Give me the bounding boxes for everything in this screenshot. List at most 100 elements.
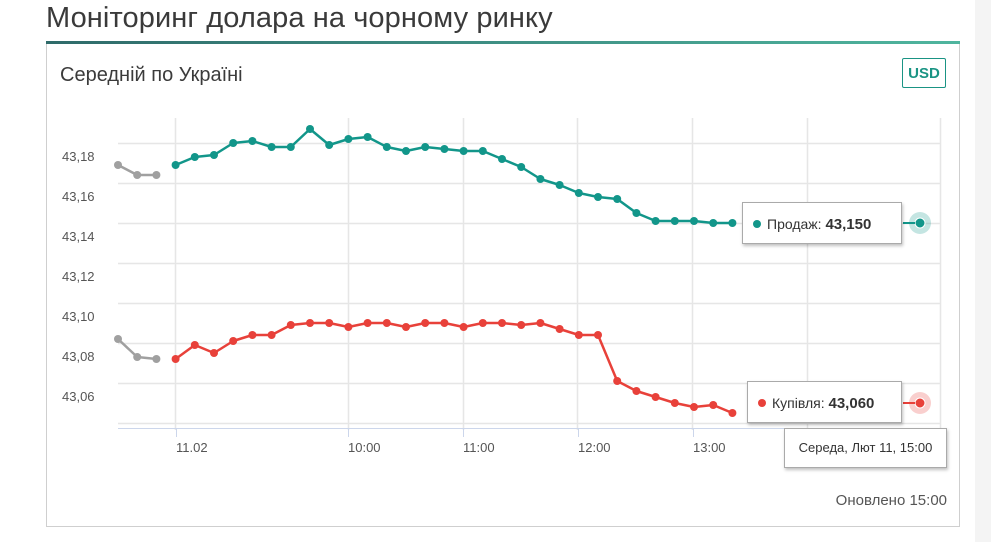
data-point[interactable] xyxy=(190,153,199,161)
y-axis-tick-label: 43,06 xyxy=(62,389,95,404)
data-point[interactable] xyxy=(728,219,737,227)
data-point[interactable] xyxy=(594,331,602,339)
data-point[interactable] xyxy=(114,335,122,343)
data-point[interactable] xyxy=(440,145,449,153)
x-axis-tick-label: 11:00 xyxy=(463,440,495,455)
data-point[interactable] xyxy=(651,393,660,401)
data-point[interactable] xyxy=(517,163,526,171)
data-point[interactable] xyxy=(190,341,199,349)
data-point[interactable] xyxy=(171,161,180,169)
data-point[interactable] xyxy=(690,217,698,225)
buy-tooltip: Купівля: 43,060 xyxy=(747,381,902,423)
data-point[interactable] xyxy=(459,147,468,155)
buy-tooltip-value: 43,060 xyxy=(828,395,875,412)
data-point[interactable] xyxy=(344,135,353,143)
y-axis-tick-label: 43,18 xyxy=(62,149,95,164)
data-point[interactable] xyxy=(152,171,161,179)
x-axis-tick-label: 11.02 xyxy=(176,440,208,455)
series-Продаж-(попередній-день)[interactable] xyxy=(114,161,161,179)
data-point[interactable] xyxy=(517,321,526,329)
data-point[interactable] xyxy=(709,219,718,227)
data-point[interactable] xyxy=(402,147,410,155)
data-point[interactable] xyxy=(171,355,180,363)
data-point[interactable] xyxy=(478,319,487,327)
series-Продаж[interactable] xyxy=(171,125,737,227)
data-point[interactable] xyxy=(690,403,698,411)
y-axis-tick-label: 43,16 xyxy=(62,189,95,204)
data-point[interactable] xyxy=(536,175,545,183)
data-point[interactable] xyxy=(152,355,161,363)
data-point[interactable] xyxy=(670,217,679,225)
buy-legend-dot-icon xyxy=(758,399,766,408)
y-axis-tick-label: 43,12 xyxy=(62,269,95,284)
data-point[interactable] xyxy=(286,143,295,151)
page-title: Моніторинг долара на чорному ринку xyxy=(46,2,553,34)
data-point[interactable] xyxy=(286,321,295,329)
data-point[interactable] xyxy=(325,141,334,149)
data-point[interactable] xyxy=(363,133,372,141)
sell-tooltip: Продаж: 43,150 xyxy=(742,202,902,244)
data-point[interactable] xyxy=(613,377,622,385)
time-tooltip: Середа, Лют 11, 15:00 xyxy=(784,428,947,468)
x-axis-tick-label: 10:00 xyxy=(348,440,381,455)
data-point[interactable] xyxy=(382,319,391,327)
y-axis-tick-label: 43,08 xyxy=(62,349,95,364)
data-point[interactable] xyxy=(459,323,468,331)
series-Купівля-(попередній-день)[interactable] xyxy=(114,335,161,363)
data-point[interactable] xyxy=(133,353,142,361)
chart-hover-markers xyxy=(903,212,931,414)
x-axis-tick-label: 12:00 xyxy=(578,440,611,455)
data-point[interactable] xyxy=(421,319,430,327)
title-underline xyxy=(46,41,960,44)
data-point[interactable] xyxy=(210,151,218,159)
y-axis-tick-label: 43,10 xyxy=(62,309,95,324)
data-point[interactable] xyxy=(574,331,583,339)
data-point[interactable] xyxy=(133,171,142,179)
data-point[interactable] xyxy=(632,209,641,217)
data-point[interactable] xyxy=(248,137,257,145)
page-scroll-gutter xyxy=(975,0,991,542)
data-point[interactable] xyxy=(498,155,506,163)
data-point[interactable] xyxy=(498,319,506,327)
data-point[interactable] xyxy=(555,181,564,189)
data-point[interactable] xyxy=(210,349,218,357)
data-point[interactable] xyxy=(114,161,122,169)
data-point[interactable] xyxy=(229,337,238,345)
data-point[interactable] xyxy=(709,401,718,409)
data-point[interactable] xyxy=(382,143,391,151)
data-point[interactable] xyxy=(670,399,679,407)
data-point[interactable] xyxy=(267,143,276,151)
data-point[interactable] xyxy=(728,409,737,417)
data-point[interactable] xyxy=(478,147,487,155)
chart-series[interactable] xyxy=(114,125,737,417)
data-point[interactable] xyxy=(632,387,641,395)
data-point[interactable] xyxy=(555,325,564,333)
data-point[interactable] xyxy=(402,323,410,331)
data-point[interactable] xyxy=(325,319,334,327)
chart-grid xyxy=(118,118,942,430)
data-point[interactable] xyxy=(248,331,257,339)
updated-timestamp: Оновлено 15:00 xyxy=(835,492,947,509)
currency-select-button[interactable]: USD xyxy=(902,58,946,88)
card-title: Середній по Україні xyxy=(60,64,243,86)
data-point[interactable] xyxy=(440,319,449,327)
data-point[interactable] xyxy=(594,193,602,201)
data-point[interactable] xyxy=(229,139,238,147)
data-point[interactable] xyxy=(421,143,430,151)
sell-legend-dot-icon xyxy=(753,220,761,229)
time-tooltip-text: Середа, Лют 11, 15:00 xyxy=(798,440,933,455)
data-point[interactable] xyxy=(306,319,314,327)
data-point[interactable] xyxy=(574,189,583,197)
data-point[interactable] xyxy=(651,217,660,225)
data-point[interactable] xyxy=(306,125,314,133)
data-point[interactable] xyxy=(536,319,545,327)
data-point[interactable] xyxy=(363,319,372,327)
data-point[interactable] xyxy=(344,323,353,331)
data-point[interactable] xyxy=(613,195,622,203)
sell-tooltip-value: 43,150 xyxy=(825,216,872,233)
x-axis-tick-label: 13:00 xyxy=(693,440,726,455)
data-point[interactable] xyxy=(267,331,276,339)
y-axis-tick-label: 43,14 xyxy=(62,229,95,244)
series-Купівля[interactable] xyxy=(171,319,737,417)
